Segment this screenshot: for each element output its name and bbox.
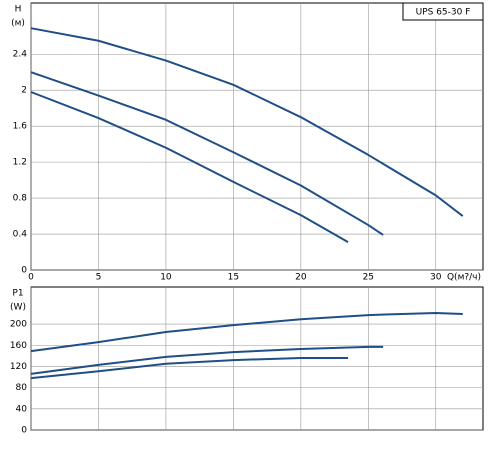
y-tick-label: 200 [10,320,27,330]
y-tick-label: 0 [21,426,27,436]
y-tick-label: 1.6 [13,122,28,132]
x-tick-label: 25 [363,273,374,283]
y-tick-label: 160 [10,341,27,351]
curve [30,71,384,236]
curve [30,91,349,243]
y-axis-label: P1 [12,289,23,299]
x-tick-label: 30 [430,273,442,283]
x-tick-label: 15 [228,273,239,283]
x-tick-label: 5 [96,273,102,283]
curve [30,345,384,375]
y-axis-label: H [15,5,22,15]
y-tick-label: 80 [16,383,28,393]
chart-title: UPS 65-30 F [416,8,471,18]
curve [30,356,349,380]
y-tick-label: 0.8 [13,194,28,204]
x-tick-label: 20 [295,273,307,283]
plot-area [30,2,484,271]
y-tick-label: 120 [10,362,27,372]
y-tick-label: 0 [21,266,27,276]
curve [30,311,463,353]
y-tick-label: 40 [16,404,28,414]
x-axis-label: Q(м?/ч) [447,273,481,283]
y-tick-label: 1.2 [13,158,27,168]
y-tick-label: 2 [21,86,27,96]
x-tick-label: 0 [28,273,34,283]
x-tick-label: 10 [160,273,172,283]
y-axis-unit: (W) [10,303,26,313]
curve [30,27,464,217]
title-box [402,2,484,21]
y-axis-unit: (м) [11,19,25,29]
y-tick-label: 0.4 [13,230,28,240]
y-tick-label: 2.4 [13,50,28,60]
